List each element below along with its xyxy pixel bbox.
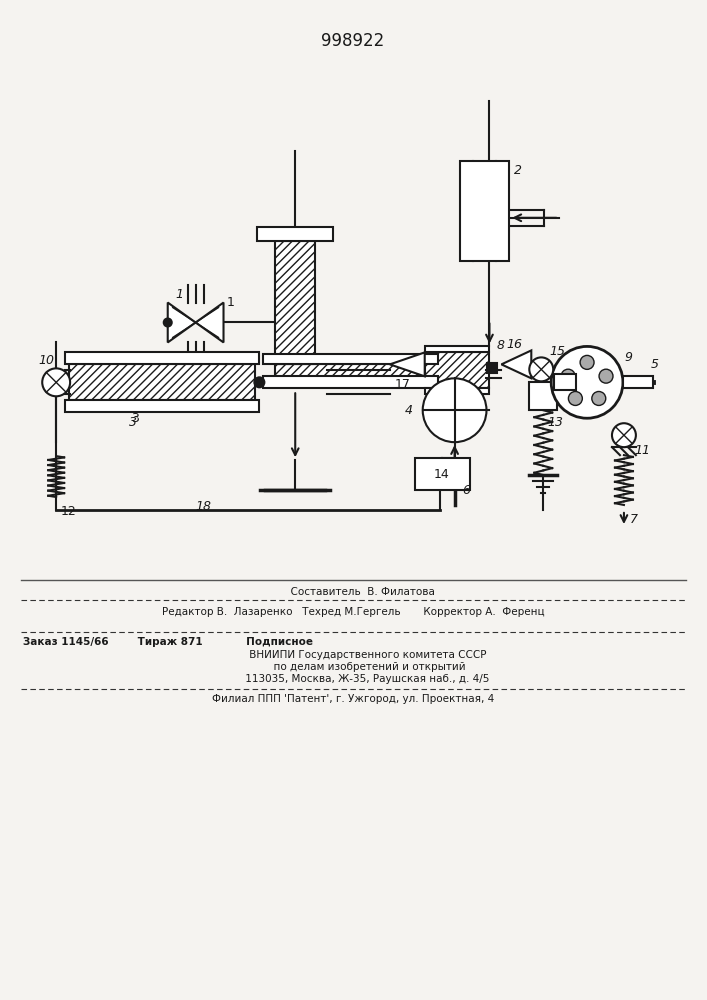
- Bar: [263, 354, 438, 364]
- Bar: [275, 364, 435, 380]
- Text: ВНИИПИ Государственного комитета СССР: ВНИИПИ Государственного комитета СССР: [220, 650, 486, 660]
- Polygon shape: [196, 303, 223, 342]
- Circle shape: [551, 346, 623, 418]
- Text: 1: 1: [226, 296, 235, 309]
- Text: Филиал ППП 'Патент', г. Ужгород, ул. Проектная, 4: Филиал ППП 'Патент', г. Ужгород, ул. Про…: [212, 694, 494, 704]
- Bar: [425, 346, 489, 352]
- Bar: [65, 400, 259, 412]
- Text: 13: 13: [547, 416, 563, 429]
- Text: 4: 4: [405, 404, 413, 417]
- Polygon shape: [390, 352, 425, 376]
- Circle shape: [580, 355, 594, 369]
- Bar: [425, 352, 489, 388]
- Bar: [263, 376, 438, 388]
- Circle shape: [255, 377, 264, 387]
- Circle shape: [42, 368, 70, 396]
- Circle shape: [530, 357, 553, 381]
- Text: 8: 8: [496, 339, 504, 352]
- Circle shape: [612, 423, 636, 447]
- Text: 11: 11: [634, 444, 650, 457]
- Polygon shape: [501, 350, 531, 378]
- Text: 10: 10: [38, 354, 54, 367]
- Bar: [460, 161, 509, 261]
- Circle shape: [561, 369, 575, 383]
- Bar: [65, 352, 259, 364]
- Text: 3: 3: [131, 412, 139, 425]
- Text: 7: 7: [630, 513, 638, 526]
- Polygon shape: [168, 303, 196, 342]
- Bar: [425, 388, 489, 394]
- Text: 15: 15: [549, 345, 565, 358]
- Text: 12: 12: [61, 505, 77, 518]
- Bar: [257, 227, 333, 241]
- Bar: [623, 376, 653, 388]
- Text: 9: 9: [625, 351, 633, 364]
- Text: 16: 16: [506, 338, 522, 351]
- Bar: [275, 241, 315, 364]
- Circle shape: [164, 319, 172, 326]
- Text: по делам изобретений и открытий: по делам изобретений и открытий: [240, 662, 465, 672]
- Text: 14: 14: [434, 468, 450, 481]
- Text: 2: 2: [515, 164, 522, 177]
- Text: 17: 17: [395, 378, 411, 391]
- Bar: [415, 458, 469, 490]
- Text: 6: 6: [462, 484, 471, 497]
- Bar: [69, 364, 255, 400]
- Bar: [487, 363, 498, 373]
- Bar: [530, 382, 557, 410]
- Text: 113035, Москва, Ж-35, Раушская наб., д. 4/5: 113035, Москва, Ж-35, Раушская наб., д. …: [216, 674, 490, 684]
- Text: 5: 5: [651, 358, 659, 371]
- Circle shape: [568, 391, 583, 405]
- Circle shape: [599, 369, 613, 383]
- Circle shape: [423, 378, 486, 442]
- Text: Составитель  В. Филатова: Составитель В. Филатова: [271, 587, 435, 597]
- Circle shape: [592, 391, 606, 405]
- Text: 998922: 998922: [322, 32, 385, 50]
- Text: 1: 1: [176, 288, 184, 301]
- Text: Редактор В.  Лазаренко   Техред М.Гергель       Корректор А.  Ференц: Редактор В. Лазаренко Техред М.Гергель К…: [162, 607, 544, 617]
- Text: 3: 3: [129, 416, 137, 429]
- Bar: [554, 374, 576, 390]
- Text: 18: 18: [196, 500, 211, 513]
- Text: Заказ 1145/66        Тираж 871            Подписное: Заказ 1145/66 Тираж 871 Подписное: [23, 637, 313, 647]
